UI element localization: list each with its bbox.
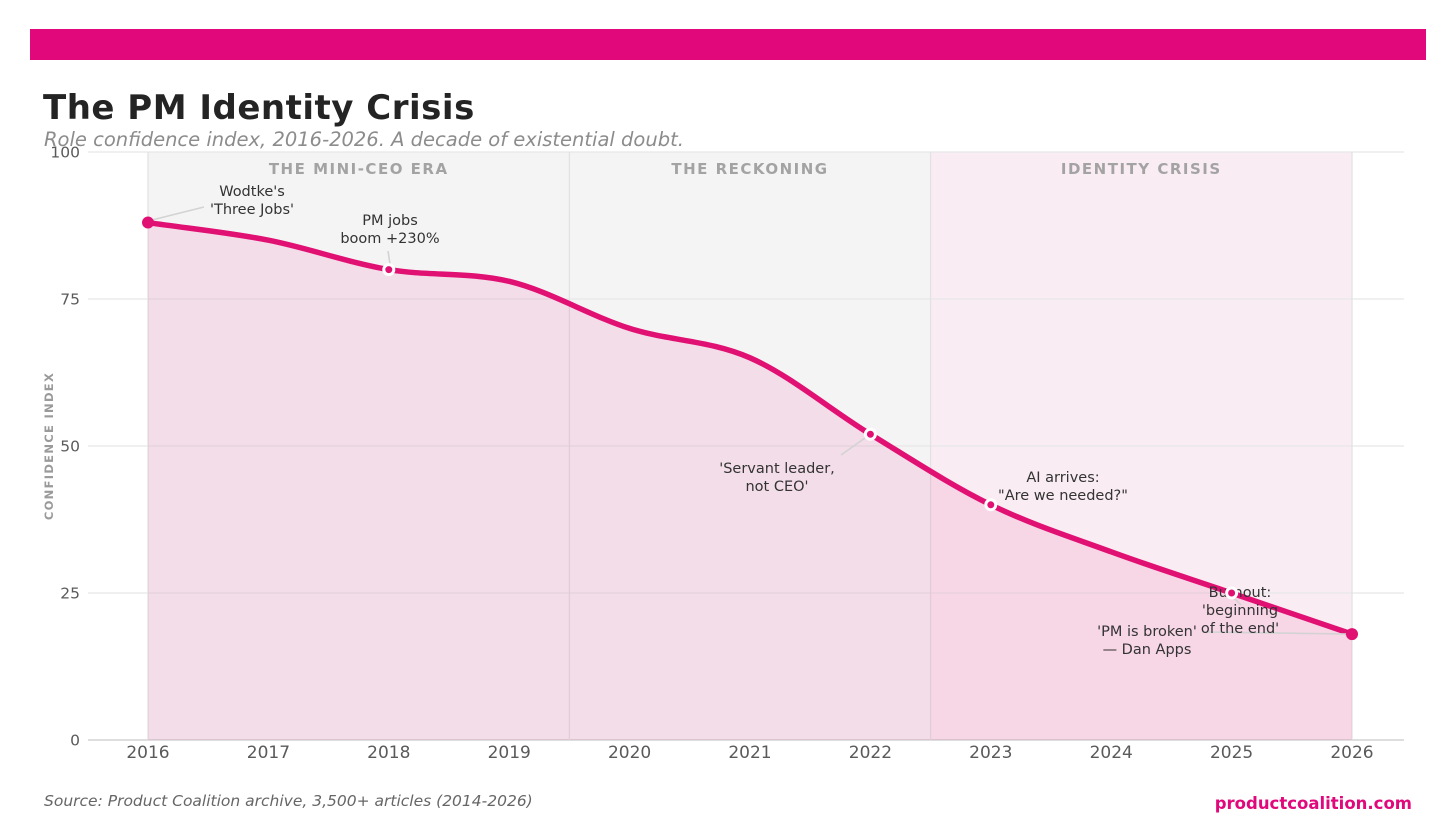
data-point-2026 — [1346, 628, 1358, 641]
annotation-pm-is-broken: 'PM is broken' — [1097, 624, 1197, 640]
annotation-wodtke-three-jobs: 'Three Jobs' — [210, 202, 294, 218]
y-tick-label: 50 — [60, 438, 80, 456]
x-tick-label: 2022 — [849, 743, 892, 763]
era-label: THE MINI-CEO ERA — [269, 160, 449, 178]
x-tick-label: 2017 — [247, 743, 290, 763]
annotation-connector — [151, 206, 205, 221]
data-point-2018 — [382, 263, 396, 277]
x-tick-label: 2018 — [367, 743, 410, 763]
annotation-burnout: of the end' — [1201, 621, 1279, 637]
x-tick-label: 2024 — [1090, 743, 1133, 763]
annotation-burnout: 'beginning — [1202, 603, 1278, 619]
annotation-ai-arrives: "Are we needed?" — [998, 488, 1128, 504]
x-tick-label: 2021 — [728, 743, 771, 763]
page-title: The PM Identity Crisis — [43, 88, 475, 128]
era-label: THE RECKONING — [671, 160, 828, 178]
y-tick-label: 0 — [70, 732, 80, 750]
annotation-servant-leader: 'Servant leader, — [719, 461, 835, 477]
annotation-connector — [387, 250, 391, 265]
x-tick-label: 2023 — [969, 743, 1012, 763]
data-point-2025 — [1225, 586, 1239, 600]
x-tick-label: 2016 — [126, 743, 169, 763]
annotation-servant-leader: not CEO' — [745, 479, 808, 495]
y-tick-label: 25 — [60, 585, 80, 603]
annotation-burnout: Burnout: — [1209, 585, 1272, 601]
annotation-wodtke-three-jobs: Wodtke's — [219, 184, 285, 200]
annotation-pm-jobs-boom: PM jobs — [362, 213, 418, 229]
x-tick-label: 2019 — [488, 743, 531, 763]
x-tick-label: 2026 — [1330, 743, 1373, 763]
data-point-2023 — [984, 498, 998, 512]
y-tick-label: 75 — [60, 291, 80, 309]
annotation-pm-jobs-boom: boom +230% — [340, 231, 439, 247]
y-axis-title: CONFIDENCE INDEX — [42, 372, 56, 520]
annotation-pm-is-broken: — Dan Apps — [1103, 642, 1192, 658]
confidence-area-fill — [148, 222, 1352, 740]
data-point-2016 — [142, 216, 154, 229]
data-point-2022 — [863, 427, 877, 441]
footer-site-link[interactable]: productcoalition.com — [1214, 794, 1412, 813]
era-label: IDENTITY CRISIS — [1061, 160, 1222, 178]
y-tick-label: 100 — [50, 144, 80, 162]
confidence-line — [145, 219, 1355, 637]
footer-source-note: Source: Product Coalition archive, 3,500… — [44, 792, 533, 810]
annotation-connector — [1203, 631, 1347, 635]
page-subtitle: Role confidence index, 2016-2026. A deca… — [44, 128, 684, 151]
x-tick-label: 2020 — [608, 743, 651, 763]
brand-accent-bar — [30, 29, 1426, 60]
x-tick-label: 2025 — [1210, 743, 1253, 763]
annotation-connector — [840, 437, 866, 456]
annotation-ai-arrives: AI arrives: — [1026, 470, 1099, 486]
